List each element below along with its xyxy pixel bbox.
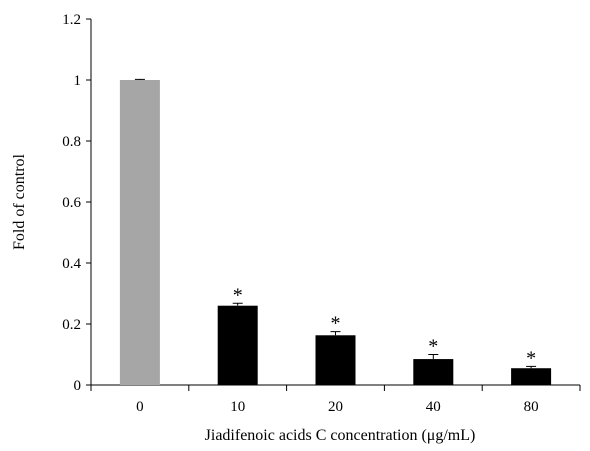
bar-20 [315, 335, 356, 385]
y-tick-label: 0.6 [62, 195, 81, 211]
significance-mark: * [428, 336, 438, 358]
significance-mark: * [233, 284, 243, 306]
bar-80 [511, 368, 552, 385]
significance-marks: * * * * [233, 284, 536, 369]
bars [119, 80, 552, 385]
x-tick-label: 80 [524, 399, 539, 415]
x-tick-label: 0 [136, 399, 144, 415]
significance-mark: * [526, 347, 536, 369]
y-axis-label: Fold of control [11, 153, 28, 250]
bar-0 [119, 80, 160, 385]
y-ticks: 0 0.2 0.4 0.6 0.8 1 1.2 [62, 12, 91, 394]
x-axis-label: Jiadifenoic acids C concentration (μg/mL… [205, 427, 476, 444]
x-tick-label: 40 [426, 399, 441, 415]
y-tick-label: 1.2 [62, 12, 81, 28]
y-tick-label: 0 [74, 378, 82, 394]
bar-10 [217, 305, 258, 385]
y-tick-label: 0.8 [62, 134, 81, 150]
x-tick-label: 20 [328, 399, 343, 415]
x-tick-label: 10 [230, 399, 245, 415]
x-ticks: 0 10 20 40 80 [90, 385, 581, 415]
bar-40 [413, 359, 454, 385]
significance-mark: * [331, 313, 341, 335]
error-bars [134, 78, 537, 369]
y-tick-label: 1 [74, 73, 82, 89]
y-tick-label: 0.4 [62, 256, 81, 272]
y-tick-label: 0.2 [62, 317, 81, 333]
